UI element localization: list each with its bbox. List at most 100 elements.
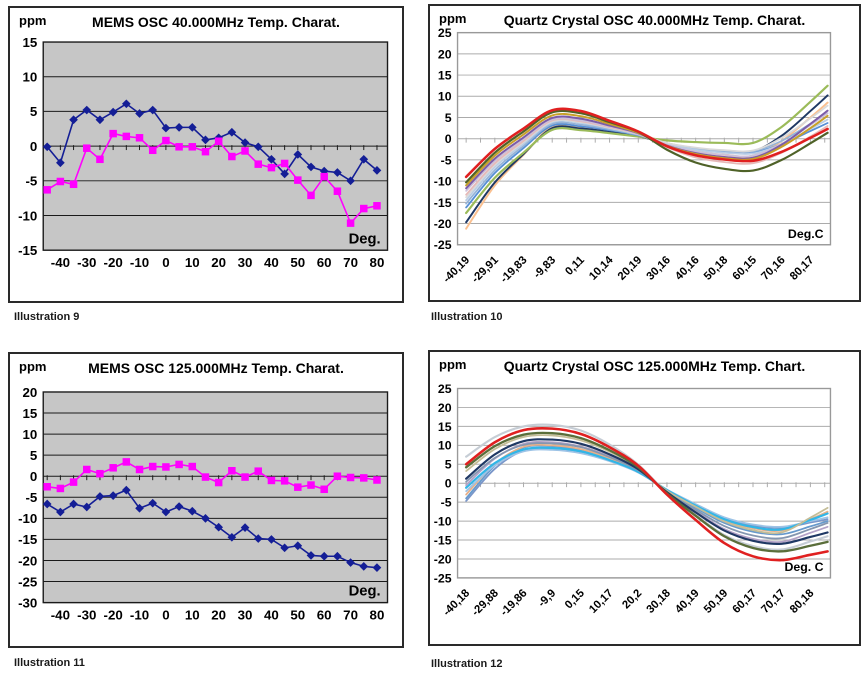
svg-text:25: 25 bbox=[438, 26, 452, 40]
chart-title: MEMS OSC 125.000MHz Temp. Charat. bbox=[88, 360, 344, 376]
svg-text:20: 20 bbox=[211, 607, 226, 622]
svg-text:30,16: 30,16 bbox=[644, 254, 673, 283]
svg-text:10: 10 bbox=[185, 255, 200, 270]
chart-panel-quartz-125mhz: ppm Quartz Crystal OSC 125.000MHz Temp. … bbox=[428, 350, 861, 646]
svg-text:-10: -10 bbox=[130, 607, 149, 622]
curve-series-12 bbox=[464, 107, 829, 179]
svg-text:50: 50 bbox=[290, 607, 305, 622]
svg-text:-20: -20 bbox=[104, 607, 123, 622]
svg-text:-25: -25 bbox=[434, 571, 452, 585]
svg-text:-40,19: -40,19 bbox=[441, 254, 472, 285]
x-axis-unit-label: Deg. bbox=[349, 584, 381, 600]
svg-text:40,19: 40,19 bbox=[673, 587, 702, 616]
svg-text:20: 20 bbox=[438, 47, 452, 61]
svg-text:-15: -15 bbox=[434, 533, 452, 547]
x-axis-unit-label: Deg. bbox=[349, 231, 381, 247]
y-axis-tick-labels: 25 20 15 10 5 0 -5 -10 -15 -20 -25 bbox=[434, 26, 452, 252]
svg-text:0,11: 0,11 bbox=[563, 254, 587, 278]
svg-text:-5: -5 bbox=[441, 496, 452, 510]
svg-text:10: 10 bbox=[438, 90, 452, 104]
figure-caption: Illustration 12 bbox=[431, 658, 503, 670]
y-axis-tick-labels: 20 15 10 5 0 -5 -10 -15 -20 -25 -30 bbox=[18, 385, 38, 611]
figure-caption: Illustration 11 bbox=[14, 657, 85, 669]
svg-text:-10: -10 bbox=[130, 255, 149, 270]
svg-text:20,2: 20,2 bbox=[620, 587, 644, 611]
svg-text:80: 80 bbox=[370, 607, 385, 622]
svg-text:15: 15 bbox=[438, 69, 452, 83]
svg-text:-29,91: -29,91 bbox=[470, 254, 501, 285]
svg-text:-30: -30 bbox=[77, 255, 96, 270]
svg-text:40: 40 bbox=[264, 255, 279, 270]
svg-text:0: 0 bbox=[445, 132, 452, 146]
series-group bbox=[464, 84, 829, 230]
svg-text:20: 20 bbox=[23, 385, 38, 400]
svg-text:0: 0 bbox=[162, 607, 169, 622]
svg-text:80,17: 80,17 bbox=[788, 254, 817, 283]
svg-text:25: 25 bbox=[438, 382, 452, 396]
svg-text:0,15: 0,15 bbox=[563, 587, 587, 611]
plot-border bbox=[42, 391, 389, 604]
svg-text:50,19: 50,19 bbox=[702, 587, 731, 616]
svg-text:-20: -20 bbox=[434, 552, 452, 566]
svg-text:5: 5 bbox=[30, 448, 38, 463]
svg-text:70,16: 70,16 bbox=[759, 254, 788, 283]
svg-text:-25: -25 bbox=[18, 574, 38, 589]
svg-text:50: 50 bbox=[290, 255, 305, 270]
svg-text:60: 60 bbox=[317, 607, 332, 622]
svg-text:0: 0 bbox=[445, 477, 452, 491]
svg-text:-40: -40 bbox=[51, 607, 70, 622]
chart-title: Quartz Crystal OSC 125.000MHz Temp. Char… bbox=[503, 358, 806, 374]
svg-text:-5: -5 bbox=[25, 490, 37, 505]
curve-series-11 bbox=[465, 109, 829, 184]
svg-text:60,15: 60,15 bbox=[731, 254, 760, 283]
svg-text:-25: -25 bbox=[434, 238, 452, 252]
chart-title: MEMS OSC 40.000MHz Temp. Charat. bbox=[92, 14, 340, 30]
svg-text:0: 0 bbox=[30, 469, 37, 484]
svg-text:20: 20 bbox=[438, 401, 452, 415]
svg-text:80: 80 bbox=[370, 255, 385, 270]
chart-panel-quartz-40mhz: ppm Quartz Crystal OSC 40.000MHz Temp. C… bbox=[428, 4, 861, 302]
svg-text:-10: -10 bbox=[434, 175, 452, 189]
svg-text:5: 5 bbox=[445, 111, 452, 125]
chart-title: Quartz Crystal OSC 40.000MHz Temp. Chara… bbox=[503, 12, 806, 28]
svg-text:70: 70 bbox=[343, 607, 358, 622]
chart-plot-quartz-40mhz: 25 20 15 10 5 0 -5 -10 -15 -20 -25 -40,19-29,91-19,… bbox=[434, 26, 832, 286]
svg-text:-9,9: -9,9 bbox=[536, 587, 558, 609]
svg-text:-40,18: -40,18 bbox=[441, 587, 472, 618]
svg-text:-29,88: -29,88 bbox=[470, 587, 501, 618]
svg-text:-15: -15 bbox=[434, 196, 452, 210]
svg-text:80,18: 80,18 bbox=[788, 587, 817, 616]
svg-text:70,17: 70,17 bbox=[759, 587, 788, 616]
plot-border bbox=[456, 31, 832, 246]
svg-text:-19,86: -19,86 bbox=[498, 587, 529, 618]
x-axis-tick-labels: -40,19-29,91-19,83 -9,83 0,11 10,14 20,19 30,… bbox=[441, 254, 816, 286]
svg-text:70: 70 bbox=[343, 255, 358, 270]
svg-text:60,17: 60,17 bbox=[731, 587, 760, 616]
svg-text:10,17: 10,17 bbox=[587, 587, 616, 616]
svg-text:-10: -10 bbox=[434, 515, 452, 529]
chart-plot-quartz-125mhz: 25 20 15 10 5 0 -5 -10 -15 -20 -25 -40,18-29,88-19,… bbox=[434, 382, 832, 619]
svg-text:40,16: 40,16 bbox=[673, 254, 702, 283]
svg-text:50,18: 50,18 bbox=[702, 254, 731, 283]
svg-text:-30: -30 bbox=[77, 607, 96, 622]
x-axis-unit-label: Deg. C bbox=[785, 560, 824, 574]
y-axis-unit-label: ppm bbox=[439, 11, 467, 26]
y-axis-unit-label: ppm bbox=[439, 357, 467, 372]
y-axis-unit-label: ppm bbox=[19, 359, 47, 374]
x-axis-tick-labels: -40,18-29,88-19,86 -9,9 0,15 10,17 20,2 30,18… bbox=[441, 587, 816, 618]
svg-text:-40: -40 bbox=[51, 255, 70, 270]
svg-text:-19,83: -19,83 bbox=[498, 254, 529, 285]
svg-text:10: 10 bbox=[23, 427, 38, 442]
svg-text:-15: -15 bbox=[18, 243, 38, 258]
figure-caption: Illustration 9 bbox=[14, 311, 80, 323]
svg-text:30: 30 bbox=[238, 255, 253, 270]
markers-series-1 bbox=[43, 458, 381, 494]
svg-text:0: 0 bbox=[30, 139, 37, 154]
svg-text:40: 40 bbox=[264, 607, 279, 622]
svg-text:-5: -5 bbox=[441, 153, 452, 167]
y-axis-unit-label: ppm bbox=[19, 13, 47, 28]
series-group bbox=[464, 423, 829, 562]
curve-series-11 bbox=[464, 426, 829, 562]
